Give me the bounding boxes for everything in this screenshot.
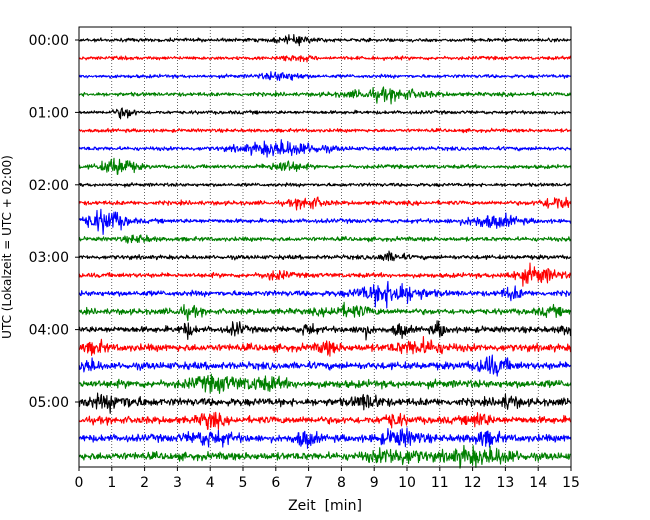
y-axis-label: UTC (Lokalzeit = UTC + 02:00) — [0, 155, 14, 339]
trace-row — [78, 335, 572, 357]
x-tick-label: 2 — [140, 475, 149, 491]
x-tick-label: 3 — [173, 475, 182, 491]
trace-row — [78, 411, 572, 430]
x-tick-label: 9 — [370, 475, 379, 491]
trace-row — [78, 54, 572, 63]
trace-row — [78, 33, 572, 47]
y-tick-label: 05:00 — [29, 395, 69, 411]
trace-row — [78, 86, 572, 105]
trace-row — [78, 427, 572, 449]
trace-row — [78, 71, 572, 82]
y-tick-label: 03:00 — [29, 250, 69, 266]
x-tick-label: 15 — [562, 475, 580, 491]
x-tick-label: 1 — [107, 475, 116, 491]
trace-row — [78, 157, 572, 175]
trace-row — [78, 354, 572, 377]
y-tick-label: 04:00 — [29, 323, 69, 339]
x-tick-label: 8 — [337, 475, 346, 491]
x-tick-label: 0 — [75, 475, 84, 491]
trace-row — [78, 234, 572, 244]
trace-row — [78, 301, 572, 322]
x-tick-label: 7 — [304, 475, 313, 491]
x-axis-label: Zeit [min] — [288, 498, 362, 514]
x-tick-label: 11 — [431, 475, 449, 491]
trace-row — [78, 320, 572, 341]
x-tick-label: 4 — [206, 475, 215, 491]
x-tick-label: 5 — [239, 475, 248, 491]
trace-row — [78, 182, 572, 188]
x-tick-label: 14 — [529, 475, 547, 491]
plot-frame — [78, 26, 572, 468]
x-tick-label: 13 — [496, 475, 514, 491]
x-tick-label: 6 — [271, 475, 280, 491]
trace-row — [78, 444, 572, 469]
trace-row — [78, 373, 572, 394]
x-tick-label: 10 — [398, 475, 416, 491]
y-tick-label: 01:00 — [29, 105, 69, 121]
x-axis: 0 1 2 3 4 5 6 7 8 9 10 11 12 13 14 15 — [75, 467, 580, 491]
y-tick-label: 00:00 — [29, 33, 69, 49]
y-tick-label: 02:00 — [29, 178, 69, 194]
trace-row — [78, 127, 572, 134]
trace-row — [78, 139, 572, 158]
traces — [78, 33, 572, 469]
trace-row — [78, 250, 572, 262]
trace-row — [78, 280, 572, 309]
trace-row — [78, 262, 572, 287]
trace-row — [78, 107, 572, 120]
trace-row — [78, 392, 572, 414]
trace-row — [78, 196, 572, 211]
x-tick-label: 12 — [464, 475, 482, 491]
trace-row — [78, 208, 572, 236]
y-axis: 00:00 01:00 02:00 03:00 04:00 05:00 — [29, 33, 79, 411]
